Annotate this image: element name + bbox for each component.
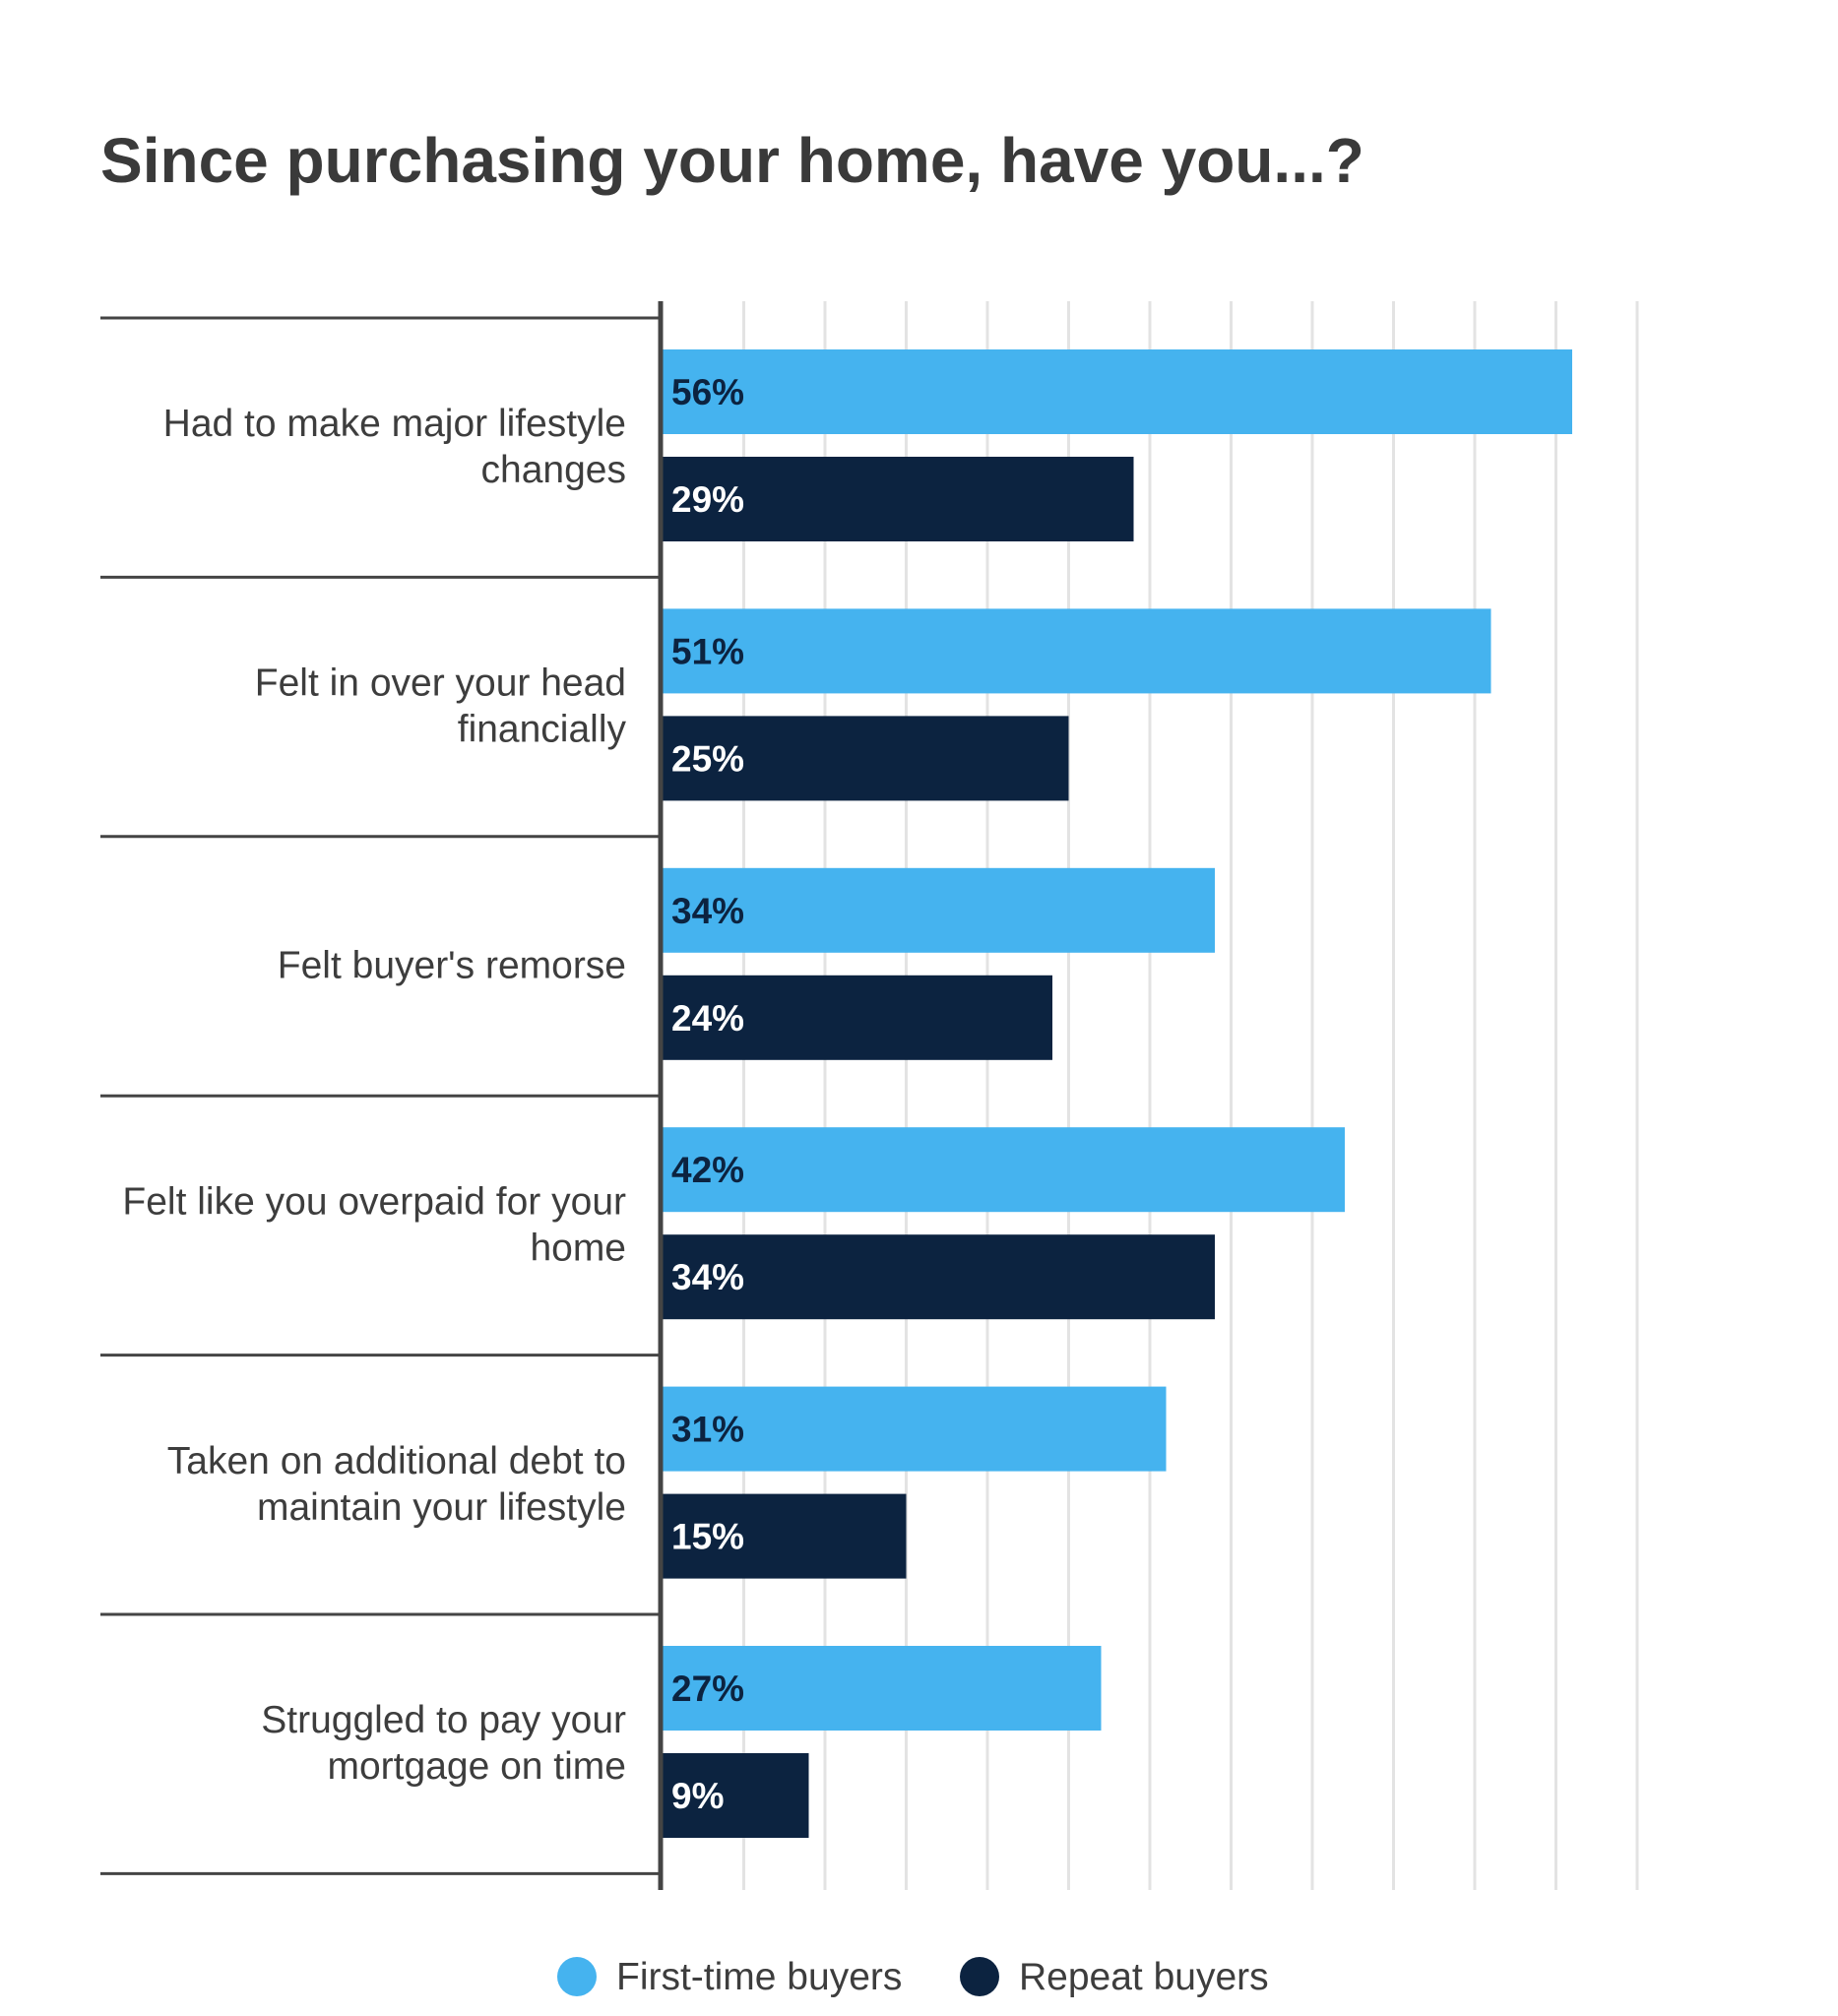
category-label-line: changes (481, 449, 626, 491)
category-label-6: Struggled to pay your mortgage on time (261, 1699, 626, 1788)
bars: 56% 29% 51% 25% 34% 24% 42% 34% 31% 15% 27% 9% (663, 349, 1572, 1838)
bar-repeat-buyers-5 (663, 1493, 907, 1579)
category-label-line: Felt like you overpaid for your (122, 1180, 626, 1223)
value-label-first-time-buyers-5: 31% (671, 1410, 744, 1450)
value-label-first-time-buyers-2: 51% (671, 631, 744, 671)
legend-label-first-time-buyers: First-time buyers (616, 1956, 902, 1998)
category-label-line: financially (458, 709, 627, 751)
category-separators (100, 316, 661, 1875)
category-label-line: maintain your lifestyle (257, 1486, 626, 1529)
bar-repeat-buyers-3 (663, 975, 1052, 1060)
bar-first-time-buyers-5 (663, 1386, 1167, 1472)
category-label-line: home (530, 1227, 626, 1269)
category-label-line: Felt buyer's remorse (278, 945, 626, 987)
category-label-line: Struggled to pay your (261, 1699, 626, 1741)
category-label-line: mortgage on time (328, 1745, 627, 1788)
value-label-repeat-buyers-4: 34% (671, 1257, 744, 1297)
bar-repeat-buyers-4 (663, 1234, 1215, 1320)
category-labels: Had to make major lifestyle changes Felt i… (122, 403, 626, 1788)
bar-first-time-buyers-1 (663, 349, 1572, 434)
bar-first-time-buyers-6 (663, 1646, 1102, 1731)
value-label-repeat-buyers-2: 25% (671, 738, 744, 779)
bar-repeat-buyers-2 (663, 716, 1069, 801)
category-label-3: Felt buyer's remorse (278, 945, 626, 987)
value-label-first-time-buyers-1: 56% (671, 372, 744, 412)
legend-marker-repeat-buyers (960, 1957, 999, 1996)
bar-first-time-buyers-2 (663, 608, 1491, 694)
category-label-5: Taken on additional debt to maintain your… (167, 1440, 626, 1529)
bar-repeat-buyers-6 (663, 1753, 809, 1838)
value-label-repeat-buyers-3: 24% (671, 998, 744, 1039)
bar-first-time-buyers-4 (663, 1127, 1345, 1213)
category-label-2: Felt in over your head financially (255, 662, 627, 751)
value-label-first-time-buyers-6: 27% (671, 1669, 744, 1709)
legend-marker-first-time-buyers (557, 1957, 597, 1996)
category-label-line: Taken on additional debt to (167, 1440, 626, 1482)
legend-label-repeat-buyers: Repeat buyers (1019, 1956, 1269, 1998)
value-label-repeat-buyers-6: 9% (671, 1776, 724, 1816)
value-label-repeat-buyers-5: 15% (671, 1517, 744, 1557)
value-label-first-time-buyers-4: 42% (671, 1150, 744, 1190)
category-label-line: Had to make major lifestyle (163, 403, 626, 445)
value-label-repeat-buyers-1: 29% (671, 479, 744, 520)
category-label-4: Felt like you overpaid for your home (122, 1180, 626, 1269)
category-label-1: Had to make major lifestyle changes (163, 403, 626, 491)
category-label-line: Felt in over your head (255, 662, 626, 705)
chart-title: Since purchasing your home, have you...? (100, 125, 1364, 196)
gridlines (742, 301, 1639, 1890)
legend: First-time buyers Repeat buyers (557, 1956, 1269, 1998)
value-label-first-time-buyers-3: 34% (671, 891, 744, 931)
bar-repeat-buyers-1 (663, 457, 1134, 541)
bar-first-time-buyers-3 (663, 867, 1215, 953)
